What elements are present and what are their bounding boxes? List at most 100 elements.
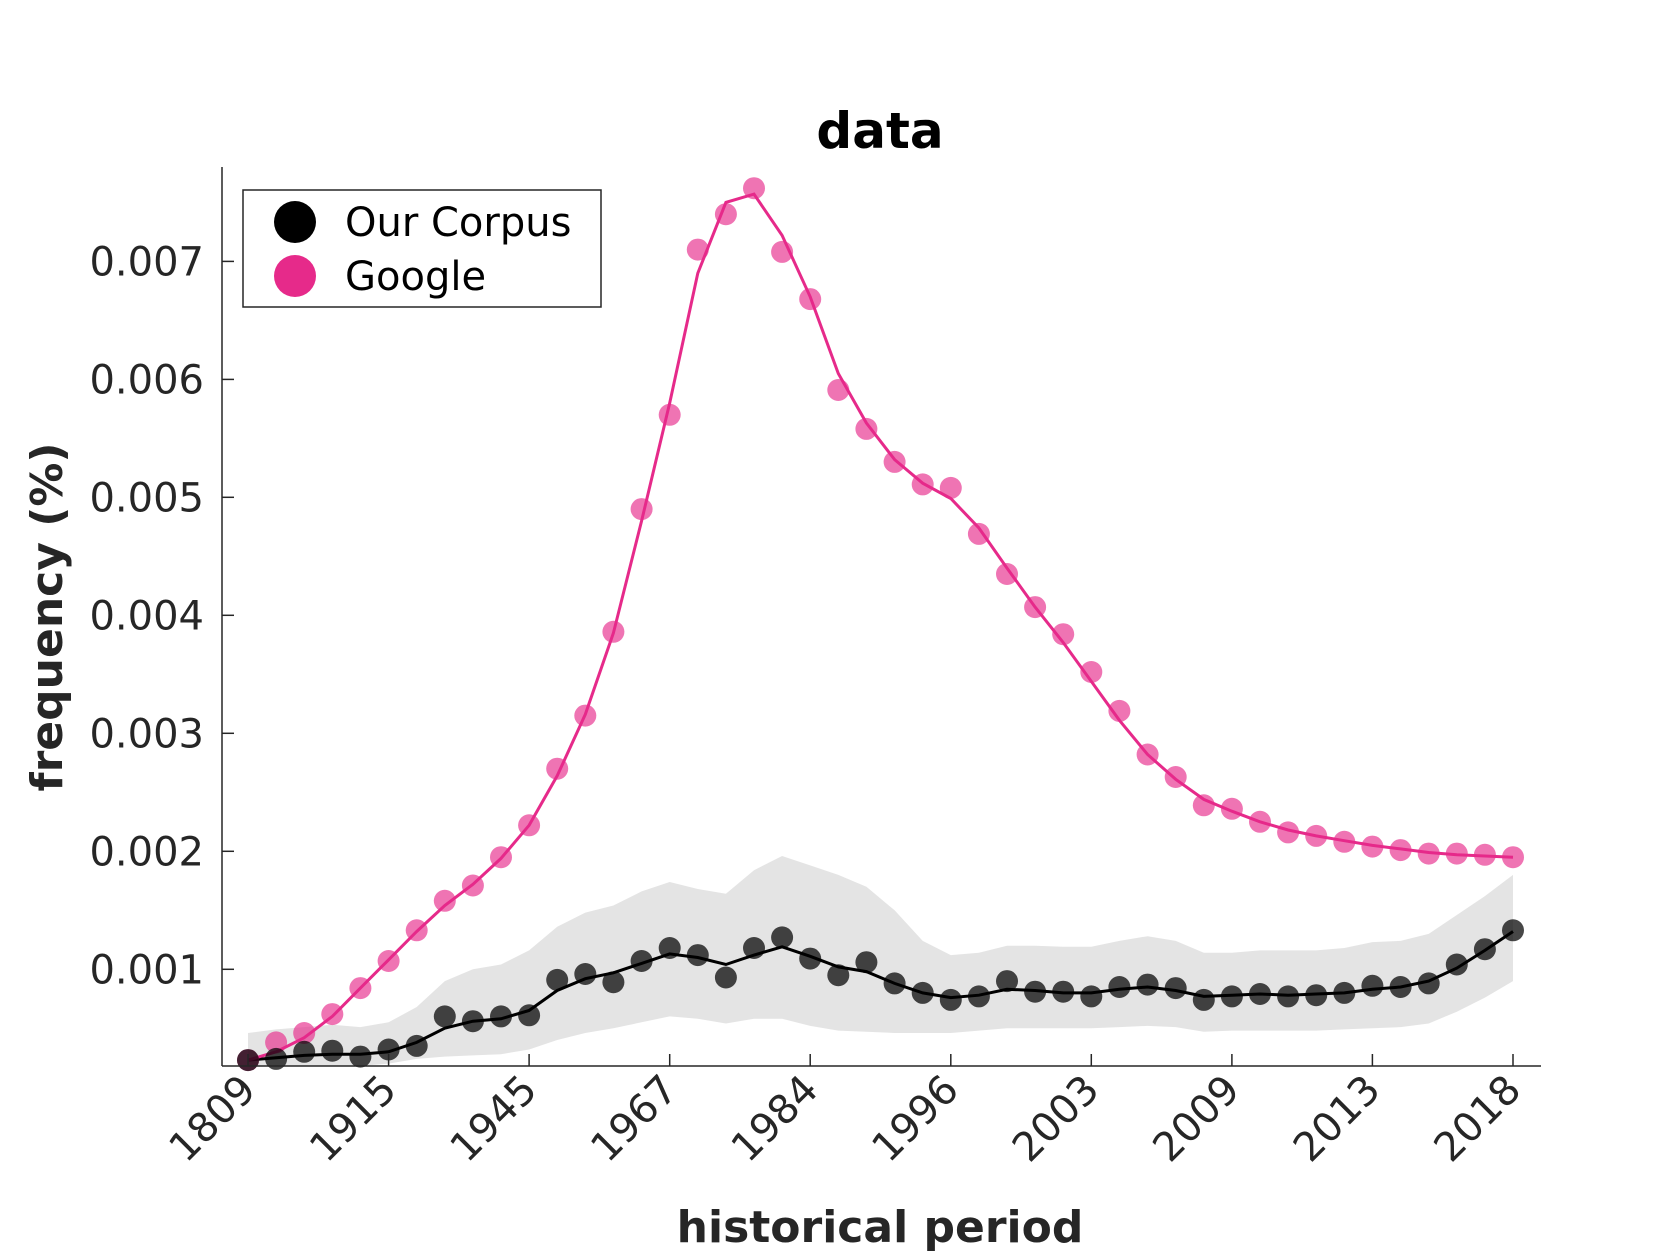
data-point-google <box>1389 839 1412 862</box>
data-point-google <box>433 889 456 912</box>
data-point-our-corpus <box>433 1005 456 1028</box>
data-point-layer <box>237 177 1524 1072</box>
data-point-our-corpus <box>799 947 822 970</box>
data-point-google <box>658 403 681 426</box>
data-point-our-corpus <box>630 950 653 972</box>
trend-line-layer <box>247 192 1514 1062</box>
data-point-google <box>1052 623 1075 646</box>
data-point-our-corpus <box>1361 974 1384 997</box>
x-tick-label: 1809 <box>161 1067 266 1172</box>
data-point-our-corpus <box>771 926 794 949</box>
data-point-google <box>1445 842 1468 865</box>
data-point-our-corpus <box>911 981 934 1004</box>
trend-line-google <box>247 192 1514 1062</box>
data-point-google <box>630 498 653 521</box>
confidence-band <box>248 856 1513 1066</box>
data-point-google <box>686 238 709 261</box>
data-point-our-corpus <box>967 985 990 1008</box>
x-tick-label: 1984 <box>723 1067 828 1172</box>
x-ticks: 1809 1915 1945 1967 1984 1996 2003 2009 2013 2018 <box>161 1054 1531 1172</box>
y-tick-label: 0.001 <box>89 947 204 993</box>
legend: Our Corpus Google <box>242 189 602 308</box>
data-point-google <box>1249 810 1271 833</box>
x-tick-label: 2003 <box>1004 1067 1109 1172</box>
data-point-our-corpus <box>1445 953 1468 976</box>
data-point-google <box>377 950 400 972</box>
axes <box>221 167 1541 1067</box>
x-tick-label: 1945 <box>442 1067 547 1172</box>
legend-marker-our-corpus <box>274 201 316 243</box>
data-point-our-corpus <box>1305 984 1328 1007</box>
data-point-our-corpus <box>827 964 850 987</box>
data-point-our-corpus <box>1136 973 1159 996</box>
legend-marker-google <box>274 255 316 297</box>
data-point-google <box>996 563 1018 585</box>
y-axis-title: frequency (%) <box>22 442 73 791</box>
data-point-our-corpus <box>321 1039 344 1062</box>
legend-label-our-corpus: Our Corpus <box>345 200 571 246</box>
data-point-google <box>1277 821 1300 844</box>
data-point-google <box>1361 835 1384 858</box>
data-point-google <box>490 846 512 869</box>
data-point-our-corpus <box>855 951 878 974</box>
data-point-our-corpus <box>349 1045 372 1068</box>
data-point-google <box>518 814 541 837</box>
data-point-google <box>827 379 850 401</box>
y-tick-label: 0.006 <box>89 357 204 403</box>
data-point-google <box>743 177 765 200</box>
data-point-google <box>1136 743 1159 766</box>
data-point-google <box>1502 846 1524 869</box>
data-point-google <box>546 757 569 780</box>
data-point-our-corpus <box>490 1005 512 1028</box>
data-point-our-corpus <box>405 1034 428 1057</box>
data-point-our-corpus <box>1108 976 1131 998</box>
data-point-google <box>883 450 906 473</box>
x-axis-title: historical period <box>677 1202 1084 1253</box>
data-point-google <box>602 620 625 643</box>
data-point-google <box>461 874 484 897</box>
data-point-google <box>1417 842 1440 865</box>
data-point-our-corpus <box>1024 980 1047 1003</box>
data-point-our-corpus <box>574 963 597 985</box>
data-point-google <box>855 417 878 440</box>
data-point-our-corpus <box>883 972 906 995</box>
data-point-our-corpus <box>658 937 681 959</box>
confidence-band-layer <box>248 856 1513 1066</box>
y-tick-label: 0.007 <box>89 239 204 285</box>
data-point-our-corpus <box>546 968 569 991</box>
y-ticks: 0.001 0.002 0.003 0.004 0.005 0.006 0.007 <box>89 239 234 993</box>
data-point-our-corpus <box>1052 980 1075 1003</box>
y-tick-label: 0.005 <box>89 475 204 521</box>
data-point-our-corpus <box>686 944 709 967</box>
data-point-google <box>967 522 990 545</box>
data-point-our-corpus <box>518 1004 541 1027</box>
data-point-google <box>1473 843 1496 866</box>
data-point-google <box>1305 824 1328 847</box>
data-point-google <box>1333 830 1356 853</box>
x-tick-label: 1996 <box>863 1067 968 1172</box>
x-tick-label: 2018 <box>1426 1067 1531 1172</box>
data-point-our-corpus <box>939 988 962 1011</box>
trend-line-our-corpus <box>247 930 1514 1062</box>
data-point-google <box>1080 661 1103 683</box>
data-point-google <box>799 288 822 311</box>
y-tick-label: 0.002 <box>89 829 204 875</box>
data-point-our-corpus <box>293 1040 316 1063</box>
data-point-our-corpus <box>996 970 1018 993</box>
data-point-google <box>939 476 962 499</box>
legend-label-google: Google <box>345 254 486 300</box>
chart-title: data <box>816 102 943 160</box>
data-point-our-corpus <box>1502 919 1524 942</box>
data-point-our-corpus <box>1164 977 1187 1000</box>
y-tick-label: 0.004 <box>89 593 204 639</box>
data-point-google <box>1108 699 1131 722</box>
data-point-our-corpus <box>602 971 625 994</box>
data-point-our-corpus <box>265 1047 288 1070</box>
data-point-our-corpus <box>1220 985 1243 1008</box>
x-tick-label: 2013 <box>1285 1067 1390 1172</box>
data-point-google <box>1164 766 1187 788</box>
data-point-google <box>714 203 737 226</box>
data-point-our-corpus <box>714 966 737 989</box>
data-point-google <box>574 704 597 727</box>
